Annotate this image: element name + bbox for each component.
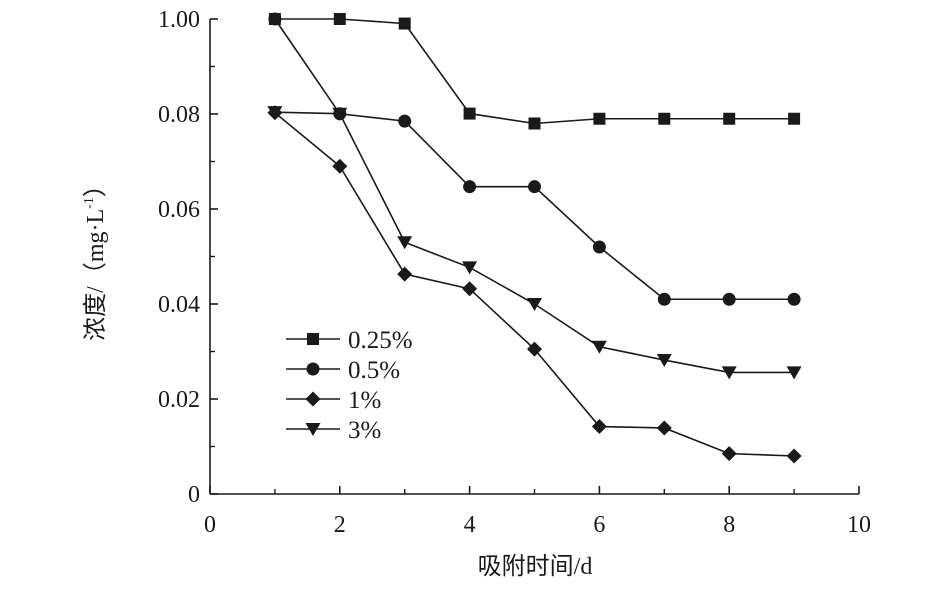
data-point: [658, 112, 671, 125]
data-point: [591, 340, 607, 354]
data-point: [723, 112, 736, 125]
legend-marker: [305, 391, 321, 407]
legend-label: 3%: [348, 417, 381, 444]
data-point: [527, 298, 542, 311]
legend-marker: [305, 423, 321, 436]
data-point: [332, 107, 348, 121]
y-tick-label: 1.00: [158, 7, 200, 33]
data-point: [721, 366, 737, 380]
data-point: [786, 366, 802, 380]
data-point: [398, 114, 412, 128]
data-point: [463, 180, 477, 194]
y-axis-label-main: 浓度/: [82, 286, 109, 341]
data-point: [656, 420, 672, 436]
y-tick-label: 0: [188, 482, 200, 508]
legend-item: 1%: [286, 387, 381, 414]
x-tick-label: 4: [464, 512, 476, 538]
data-point: [656, 354, 672, 368]
data-point: [722, 292, 736, 306]
y-axis-label-exponent: -1: [82, 197, 97, 209]
y-tick-label: 0.06: [158, 197, 200, 223]
data-point: [462, 261, 478, 275]
x-tick-label: 8: [723, 512, 735, 538]
legend-label: 0.5%: [348, 357, 400, 384]
y-axis-label-unit: （mg·L: [83, 209, 109, 286]
y-axis: 0 0.02 0.04 0.06 0.08 1.00: [158, 7, 218, 508]
legend-label: 0.25%: [348, 327, 413, 354]
y-axis-label: 浓度/（mg·L-1）: [82, 173, 109, 341]
x-axis-label: 吸附时间/d: [478, 553, 593, 580]
data-point: [528, 180, 541, 194]
data-point: [397, 266, 413, 282]
plot-series: [267, 12, 802, 464]
y-tick-label: 0.02: [158, 387, 200, 413]
legend-marker: [307, 333, 319, 345]
series-0.5%: [268, 12, 801, 306]
series-1%: [267, 105, 802, 464]
data-point: [787, 292, 801, 306]
x-tick-label: 6: [593, 512, 605, 538]
data-point: [528, 117, 541, 130]
data-point: [267, 106, 283, 120]
legend-item: 0.5%: [286, 357, 400, 384]
data-point: [397, 236, 413, 250]
data-point: [333, 13, 346, 25]
x-axis: 0 2 4 6 8 10: [204, 486, 871, 538]
legend-item: 0.25%: [286, 327, 413, 354]
legend: 0.25% 0.5% 1% 3%: [286, 327, 413, 444]
y-tick-label: 0.04: [158, 292, 200, 318]
series-0.25%: [268, 13, 801, 130]
y-axis-label-close: ）: [83, 173, 109, 197]
x-tick-label: 10: [847, 512, 871, 538]
data-point: [268, 12, 282, 26]
data-point: [721, 446, 737, 462]
series-line: [274, 18, 795, 301]
data-point: [593, 112, 606, 125]
legend-label: 1%: [348, 387, 381, 414]
data-point: [591, 419, 607, 435]
data-point: [398, 17, 411, 30]
legend-marker: [306, 362, 320, 376]
data-point: [592, 240, 606, 254]
data-point: [463, 107, 476, 120]
series-3%: [267, 106, 802, 380]
y-tick-label: 0.08: [158, 102, 200, 128]
data-point: [657, 292, 671, 306]
data-point: [788, 112, 801, 125]
data-point: [332, 158, 348, 174]
series-line: [274, 18, 795, 125]
x-tick-label: 0: [204, 512, 216, 538]
legend-item: 3%: [286, 417, 381, 444]
x-tick-label: 2: [334, 512, 346, 538]
data-point: [786, 448, 802, 464]
data-point: [527, 341, 542, 357]
data-point: [462, 281, 478, 297]
